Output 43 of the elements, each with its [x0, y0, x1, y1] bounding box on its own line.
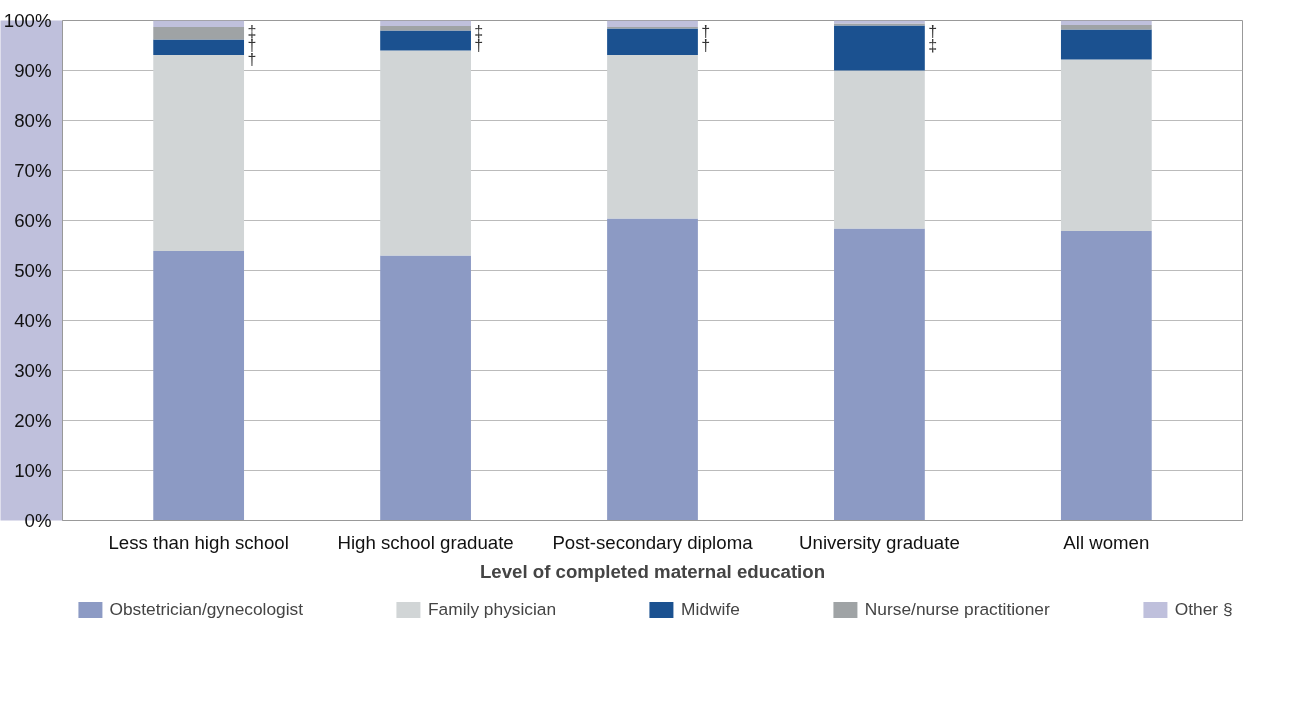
y-tick-label: 100% — [3, 10, 52, 31]
legend-label: Other § — [1174, 598, 1233, 620]
x-axis-title: Level of completed maternal education — [479, 560, 826, 582]
bar — [153, 39, 245, 55]
y-tick-label: 90% — [14, 60, 52, 81]
bar — [380, 26, 471, 31]
bar — [153, 27, 245, 40]
bar — [380, 50, 471, 256]
bar — [834, 25, 925, 71]
y-tick-label: 60% — [14, 210, 52, 231]
bar — [1060, 59, 1152, 231]
x-tick-label: Less than high school — [108, 531, 289, 553]
legend-label: Family physician — [428, 598, 557, 620]
x-tick-label: High school graduate — [337, 531, 514, 553]
bar — [153, 55, 245, 251]
bar — [1060, 231, 1152, 521]
y-tick-label: 70% — [14, 160, 52, 181]
bar — [834, 228, 925, 521]
bar — [834, 70, 925, 229]
x-tick-label: University graduate — [799, 531, 960, 553]
bar — [153, 251, 245, 521]
y-tick-label: 10% — [14, 460, 52, 481]
bar — [380, 30, 471, 51]
bar — [607, 28, 698, 55]
legend-label: Nurse/nurse practitioner — [864, 598, 1050, 620]
bar — [607, 55, 698, 219]
bar — [380, 20, 471, 26]
bar — [1060, 25, 1152, 30]
bar — [607, 218, 698, 521]
y-tick-label: 20% — [14, 410, 52, 431]
bar — [607, 20, 698, 27]
x-tick-label: All women — [1063, 531, 1150, 553]
x-tick-label: Post-secondary diploma — [552, 531, 754, 553]
legend-label: Obstetrician/gynecologist — [109, 598, 304, 620]
y-tick-label: 80% — [14, 110, 52, 131]
bar — [1060, 29, 1152, 60]
y-tick-label: 30% — [14, 360, 52, 381]
y-tick-label: 40% — [14, 310, 52, 331]
legend-label: Midwife — [681, 598, 740, 620]
bar — [153, 20, 245, 27]
y-tick-label: 50% — [14, 260, 52, 281]
bar — [380, 255, 471, 521]
y-tick-label: 0% — [24, 510, 52, 531]
